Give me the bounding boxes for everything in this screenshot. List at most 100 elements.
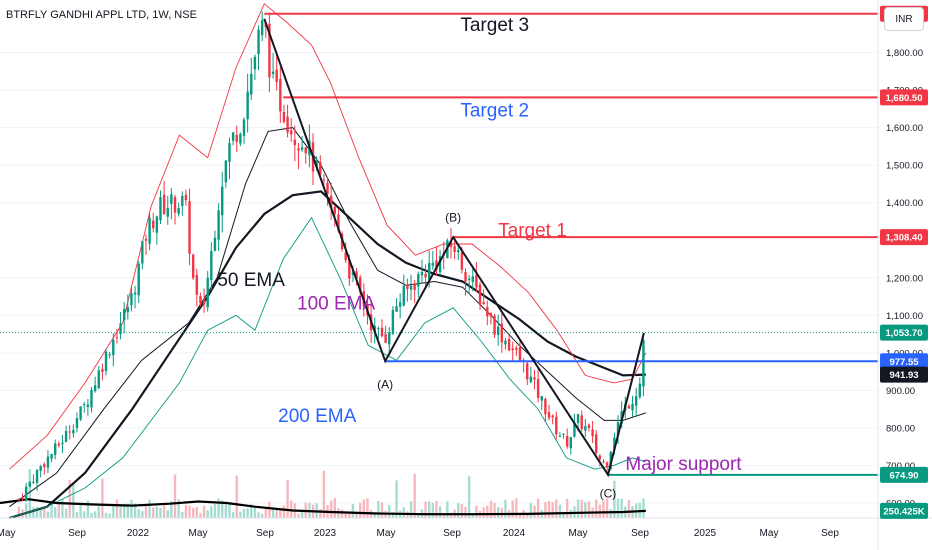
candle-body	[83, 404, 86, 406]
volume-bar	[460, 504, 464, 518]
candle-body	[427, 263, 431, 281]
volume-bar	[239, 511, 242, 518]
volume-bar	[413, 473, 416, 518]
candle-body	[478, 284, 482, 306]
candle-body	[257, 29, 260, 55]
volume-bar	[115, 499, 119, 518]
volume-bar	[72, 482, 75, 518]
volume-bar	[250, 504, 253, 518]
volume-bars	[17, 468, 645, 518]
volume-bar	[133, 503, 137, 518]
volume-bar	[246, 508, 249, 518]
candle-body	[529, 376, 533, 383]
candle-body	[359, 277, 362, 293]
price-tag-label: 941.93	[889, 370, 918, 381]
volume-bar	[108, 513, 111, 518]
volume-bar	[242, 509, 246, 518]
price-tag-label: 1,308.40	[886, 233, 923, 244]
candle-body	[206, 277, 209, 308]
volume-bar	[112, 505, 115, 518]
series-line	[9, 3, 647, 470]
price-tag	[880, 229, 928, 246]
candle-body	[250, 73, 253, 95]
volume-bar	[533, 505, 536, 518]
volume-bar	[373, 512, 376, 518]
candle-body	[435, 260, 438, 271]
volume-bar	[388, 505, 391, 518]
candle-body	[573, 422, 576, 437]
candle-body	[152, 220, 155, 229]
candle-body	[268, 23, 271, 78]
volume-bar	[170, 501, 173, 518]
candle-body	[191, 254, 195, 279]
volume-bar	[500, 507, 504, 518]
volume-bar	[159, 507, 162, 518]
x-tick-label: 2022	[127, 528, 150, 539]
candle-body	[449, 242, 453, 248]
candle-body	[217, 210, 220, 240]
candle-body	[177, 207, 180, 214]
candle-body	[173, 196, 177, 213]
x-tick-label: May	[569, 528, 588, 539]
volume-bar	[613, 480, 616, 518]
volume-bar	[344, 512, 347, 518]
candle-body	[493, 315, 496, 335]
candle-body	[540, 396, 543, 401]
y-tick-label: 1,400.00	[886, 198, 923, 209]
volume-bar	[271, 509, 275, 518]
candle-body	[424, 273, 427, 278]
candle-body	[613, 437, 616, 451]
candle-body	[315, 160, 318, 168]
volume-bar	[228, 504, 231, 518]
candle-body	[496, 326, 500, 335]
candle-body	[587, 424, 591, 428]
candle-body	[576, 414, 580, 424]
volume-bar	[101, 478, 104, 518]
volume-bar	[431, 502, 435, 518]
candle-body	[195, 274, 199, 295]
symbol-title: BTRFLY GANDHI APPL LTD, 1W, NSE	[6, 9, 197, 21]
wave-path	[263, 18, 645, 478]
candle-body	[605, 462, 609, 468]
candle-body	[555, 416, 558, 435]
price-tag-label: 977.55	[889, 357, 919, 368]
volume-bar	[181, 511, 184, 518]
candle-body	[627, 405, 631, 409]
volume-bar	[555, 499, 558, 518]
candle-body	[79, 406, 82, 420]
price-tag	[880, 502, 928, 519]
volume-bar	[93, 511, 97, 518]
volume-bar	[235, 475, 238, 518]
candle-body	[170, 194, 173, 204]
volume-bar	[61, 499, 64, 518]
candle-body	[39, 466, 42, 471]
candle-body	[72, 429, 75, 434]
candle-body	[202, 299, 206, 305]
x-tick-label: May	[189, 528, 208, 539]
chart-grid	[0, 52, 878, 504]
candle-body	[413, 283, 416, 290]
volume-bar	[46, 511, 50, 518]
volume-bar	[409, 501, 413, 518]
volume-bar	[562, 511, 565, 518]
candle-body	[231, 132, 235, 141]
currency-button[interactable]: INR	[884, 7, 924, 31]
volume-bar	[166, 510, 169, 518]
candle-body	[337, 214, 340, 231]
candle-body	[46, 456, 50, 468]
candle-body	[159, 197, 162, 221]
candle-body	[242, 119, 246, 136]
candle-body	[221, 186, 224, 216]
candle-body	[260, 20, 264, 35]
candle-body	[32, 481, 35, 483]
series-line	[9, 190, 646, 520]
candle-body	[533, 377, 536, 380]
volume-bar	[442, 513, 445, 518]
candle-body	[148, 217, 151, 244]
x-tick-label: Sep	[631, 528, 649, 539]
x-tick-label: Sep	[821, 528, 839, 539]
candle-body	[319, 161, 322, 175]
volume-bar	[35, 506, 39, 518]
